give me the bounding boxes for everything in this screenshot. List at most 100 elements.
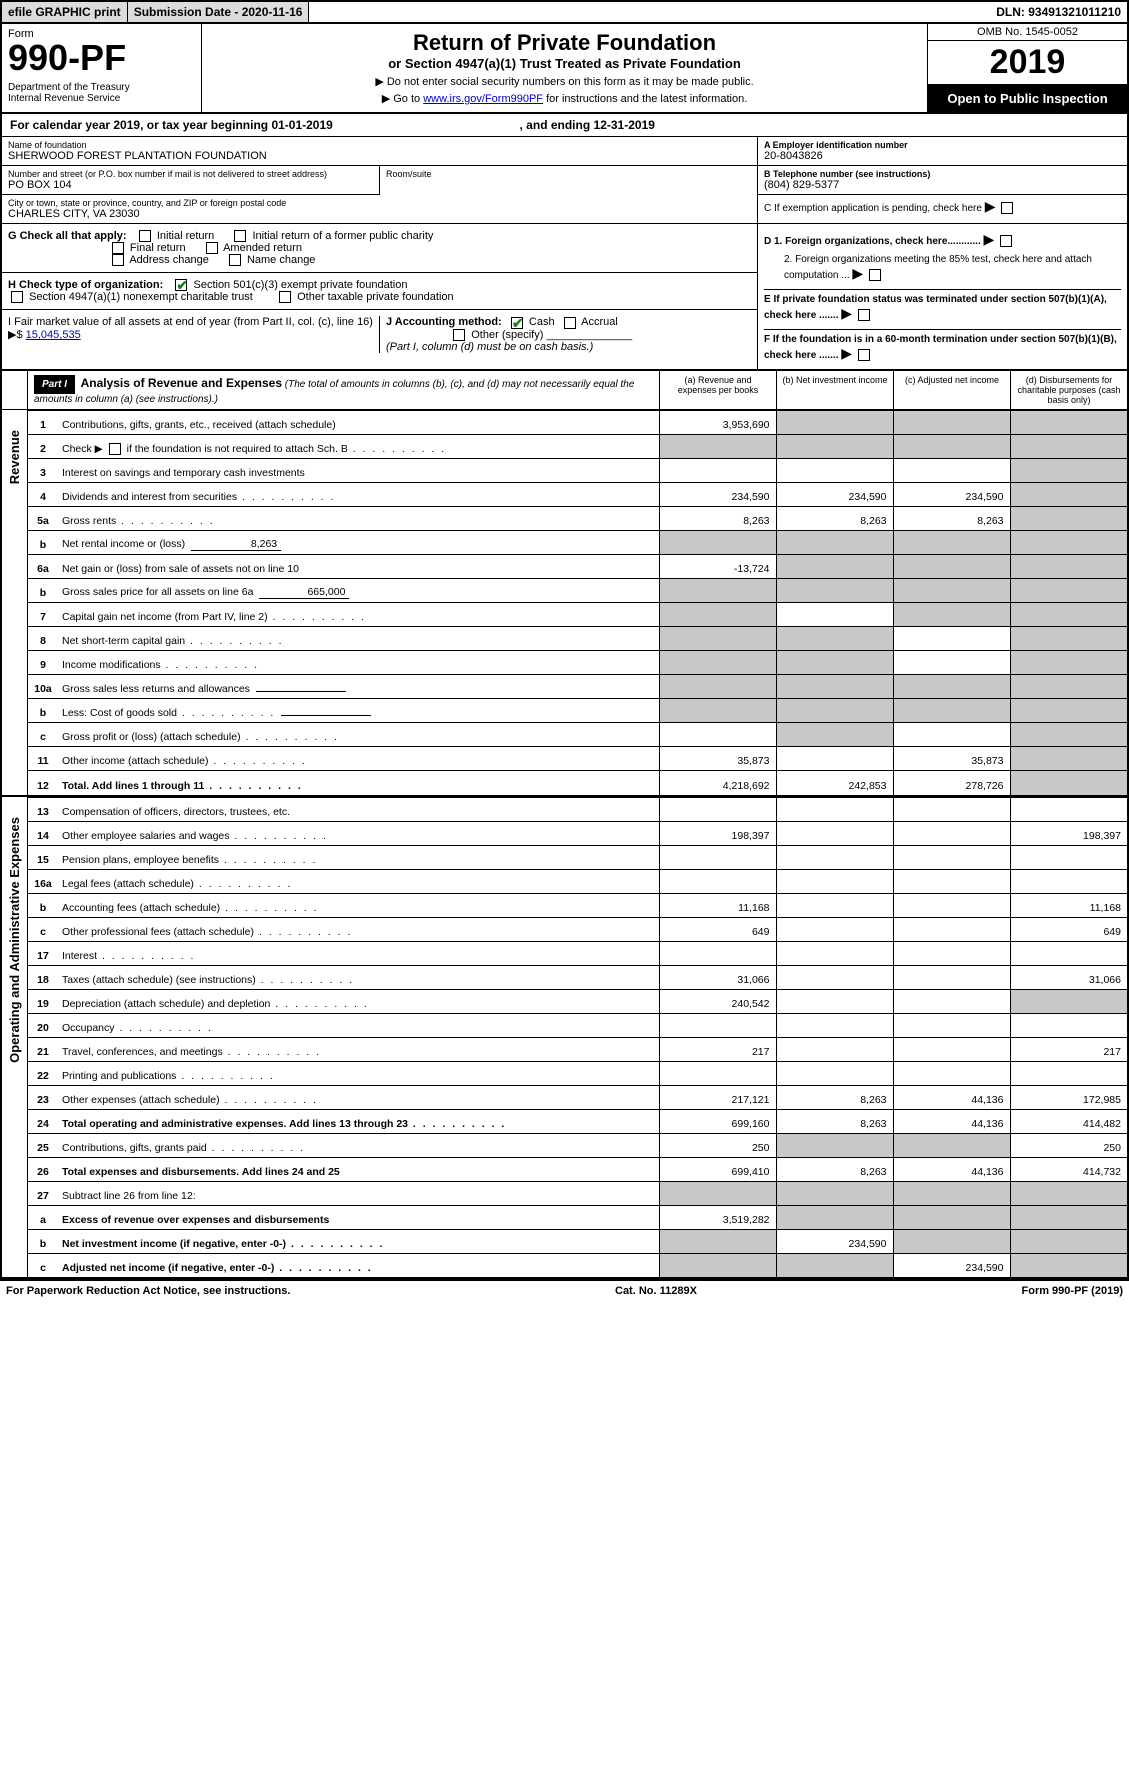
ein: 20-8043826 [764,150,1121,162]
ln-1: 1 [28,411,58,435]
d2-label: 2. Foreign organizations meeting the 85%… [784,254,1092,281]
ln-3: 3 [28,459,58,483]
ln-27c: c [28,1253,58,1277]
e-label: E If private foundation status was termi… [764,294,1107,321]
dc-14: 198,397 [1010,821,1127,845]
ln-10c: c [28,723,58,747]
expenses-section: Operating and Administrative Expenses 13… [2,797,1127,1280]
j-other-ck[interactable] [453,329,465,341]
h-501c3: Section 501(c)(3) exempt private foundat… [193,279,407,291]
efile-button[interactable]: efile GRAPHIC print [2,2,128,22]
ln-21: 21 [28,1037,58,1061]
expenses-table: 13Compensation of officers, directors, t… [28,797,1127,1278]
h-501c3-ck[interactable] [175,279,187,291]
j-accrual-ck[interactable] [564,317,576,329]
g-namechg-ck[interactable] [229,254,241,266]
g-label: G Check all that apply: [8,230,127,242]
g-amended-ck[interactable] [206,242,218,254]
c-5a: 8,263 [893,507,1010,531]
d-2: Check ▶ if the foundation is not require… [58,435,659,459]
note-link: ▶ Go to www.irs.gov/Form990PF for instru… [208,92,921,105]
ln-9: 9 [28,651,58,675]
phone: (804) 829-5377 [764,179,1121,191]
calendar-year-row: For calendar year 2019, or tax year begi… [2,114,1127,137]
j-cash-ck[interactable] [511,317,523,329]
b-4: 234,590 [776,483,893,507]
b-5a: 8,263 [776,507,893,531]
c-exemption: C If exemption application is pending, c… [764,203,982,214]
name-label: Name of foundation [8,140,751,150]
d-21: Travel, conferences, and meetings [58,1037,659,1061]
g-addrchg-ck[interactable] [112,254,124,266]
footer-left: For Paperwork Reduction Act Notice, see … [6,1285,290,1297]
c-12: 278,726 [893,771,1010,795]
addr-label: Number and street (or P.O. box number if… [8,169,373,179]
a-25: 250 [659,1133,776,1157]
dept-treasury: Department of the Treasury Internal Reve… [8,82,195,104]
i-value[interactable]: 15,045,535 [26,329,81,341]
submission-date: Submission Date - 2020-11-16 [128,2,310,22]
top-bar: efile GRAPHIC print Submission Date - 20… [2,2,1127,24]
ln-22: 22 [28,1061,58,1085]
dln: DLN: 93491321011210 [990,2,1127,22]
g-final-ck[interactable] [112,242,124,254]
c-4: 234,590 [893,483,1010,507]
a-24: 699,160 [659,1109,776,1133]
d-16c: Other professional fees (attach schedule… [58,917,659,941]
ln-26: 26 [28,1157,58,1181]
schb-ck[interactable] [109,443,121,455]
j-accrual: Accrual [581,316,618,328]
ln-10a: 10a [28,675,58,699]
d2-ck[interactable] [869,269,881,281]
a-11: 35,873 [659,747,776,771]
ein-label: A Employer identification number [764,140,1121,150]
d-27: Subtract line 26 from line 12: [58,1181,659,1205]
ln-5a: 5a [28,507,58,531]
note-ssn: ▶ Do not enter social security numbers o… [208,75,921,88]
g-row: G Check all that apply: Initial return I… [2,224,757,273]
ln-27a: a [28,1205,58,1229]
ln-10b: b [28,699,58,723]
d1-label: D 1. Foreign organizations, check here..… [764,236,981,247]
ln-27b: b [28,1229,58,1253]
c-23: 44,136 [893,1085,1010,1109]
f-ck[interactable] [858,349,870,361]
irs-link[interactable]: www.irs.gov/Form990PF [423,93,543,105]
section-g-d: G Check all that apply: Initial return I… [2,224,1127,369]
g-initial-former-ck[interactable] [234,230,246,242]
ln-7: 7 [28,603,58,627]
d1-ck[interactable] [1000,235,1012,247]
d-27c: Adjusted net income (if negative, enter … [58,1253,659,1277]
d-16b: Accounting fees (attach schedule) [58,893,659,917]
dc-23: 172,985 [1010,1085,1127,1109]
h-other-ck[interactable] [279,291,291,303]
f-label: F If the foundation is in a 60-month ter… [764,334,1117,361]
cal-end: , and ending 12-31-2019 [520,118,655,132]
dc-25: 250 [1010,1133,1127,1157]
a-12: 4,218,692 [659,771,776,795]
e-ck[interactable] [858,309,870,321]
ln-6b: b [28,579,58,603]
phone-label: B Telephone number (see instructions) [764,169,1121,179]
a-21: 217 [659,1037,776,1061]
h-4947-ck[interactable] [11,291,23,303]
a-27a: 3,519,282 [659,1205,776,1229]
h-label: H Check type of organization: [8,279,163,291]
ln-6a: 6a [28,555,58,579]
d-10a: Gross sales less returns and allowances [58,675,659,699]
revenue-section: Revenue 1Contributions, gifts, grants, e… [2,410,1127,797]
c-checkbox[interactable] [1001,202,1013,214]
d-12: Total. Add lines 1 through 11 [58,771,659,795]
header: Form 990-PF Department of the Treasury I… [2,24,1127,114]
g-final: Final return [130,242,186,254]
ln-25: 25 [28,1133,58,1157]
ln-2: 2 [28,435,58,459]
b-23: 8,263 [776,1085,893,1109]
g-initial-ck[interactable] [139,230,151,242]
tax-year: 2019 [928,41,1127,85]
info-grid: Name of foundation SHERWOOD FOREST PLANT… [2,137,1127,224]
ln-19: 19 [28,989,58,1013]
b-27b: 234,590 [776,1229,893,1253]
d-4: Dividends and interest from securities [58,483,659,507]
c-24: 44,136 [893,1109,1010,1133]
